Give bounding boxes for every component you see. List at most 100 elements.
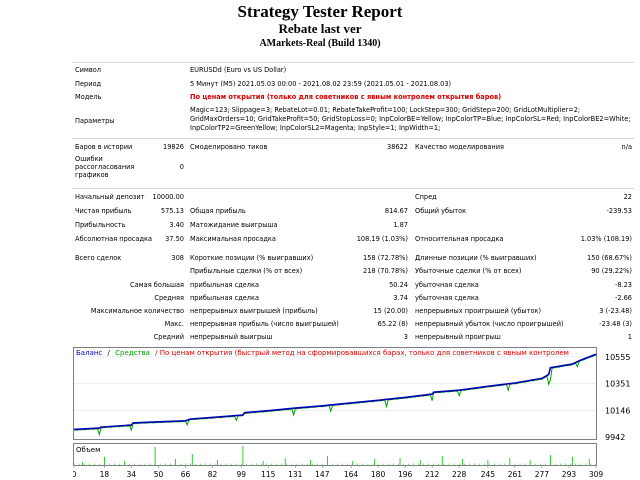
x-tick-label: 99 xyxy=(236,470,246,479)
rel-dd-label: Относительная просадка xyxy=(415,235,504,243)
max-wins-label: непрерывных выигрышей (прибыль) xyxy=(190,307,318,315)
volume-plot-frame xyxy=(73,443,597,466)
total-trades-label: Всего сделок xyxy=(75,254,122,262)
gross-profit-value: 814.67 xyxy=(384,207,408,215)
rel-dd-value: 1.03% (108.19) xyxy=(580,235,632,243)
maxi-loss-label: непрерывный убыток (число проигрышей) xyxy=(415,320,564,328)
maxi-profit-value: 65.22 (8) xyxy=(377,320,408,328)
x-tick-label: 115 xyxy=(261,470,276,479)
legend-note: / По ценам открытия (быстрый метод на сф… xyxy=(155,349,569,357)
params-line-1: Magic=123; Slippage=3; RebateLot=0.01; R… xyxy=(190,106,581,114)
avg-wins-label: непрерывный выигрыш xyxy=(190,333,273,341)
x-tick-label: 245 xyxy=(481,470,496,479)
errors-label-2: рассогласования xyxy=(75,163,135,171)
errors-value: 0 xyxy=(179,163,184,171)
x-tick-label: 309 xyxy=(589,470,604,479)
gross-loss-label: Общий убыток xyxy=(415,207,467,215)
avg-losses-value: 1 xyxy=(627,333,632,341)
errors-label-3: графиков xyxy=(75,171,109,179)
x-tick-label: 131 xyxy=(288,470,303,479)
volume-label: Объем xyxy=(76,446,100,454)
short-value: 158 (72.78%) xyxy=(363,254,408,262)
x-tick-label: 34 xyxy=(127,470,137,479)
y-tick-label: 10146 xyxy=(605,406,630,415)
avg-loss-label: убыточная сделка xyxy=(415,294,479,302)
maxi-loss-value: -23.48 (3) xyxy=(599,320,632,328)
net-profit-value: 575.13 xyxy=(160,207,184,215)
max-losses-label: непрерывных проигрышей (убыток) xyxy=(415,307,542,315)
x-tick-label: 164 xyxy=(344,470,359,479)
model-value: По ценам открытия (только для советников… xyxy=(190,93,502,101)
gross-profit-label: Общая прибыль xyxy=(190,207,246,215)
bars-label: Баров в истории xyxy=(75,143,133,151)
largest-loss-value: -8.23 xyxy=(614,281,632,289)
legend-divider: / xyxy=(108,349,111,357)
model-label: Модель xyxy=(75,93,102,101)
symbol-value: EURUSDd (Euro vs US Dollar) xyxy=(190,66,287,74)
spread-value: 22 xyxy=(623,193,632,201)
y-tick-label: 10555 xyxy=(605,353,630,362)
payoff-value: 1.87 xyxy=(393,221,408,229)
report-subtitle: Rebate last ver xyxy=(278,21,362,36)
ticks-value: 38622 xyxy=(387,143,408,151)
report-build: AMarkets-Real (Build 1340) xyxy=(259,38,381,49)
main-plot-frame xyxy=(73,347,597,440)
gross-loss-value: -239.53 xyxy=(606,207,632,215)
y-tick-label: 10351 xyxy=(605,380,630,389)
profit-factor-label: Прибыльность xyxy=(75,221,126,229)
balance-line xyxy=(73,353,597,431)
max-count-label: Максимальное количество xyxy=(90,307,184,315)
quality-label: Качество моделирования xyxy=(415,143,504,151)
x-tick-label: 82 xyxy=(208,470,218,479)
avg-profit-label: прибыльная сделка xyxy=(190,294,260,302)
payoff-label: Матожидание выигрыша xyxy=(190,221,278,229)
x-tick-label: 228 xyxy=(452,470,467,479)
x-tick-label: 18 xyxy=(100,470,110,479)
avg-losses-label: непрерывный проигрыш xyxy=(415,333,501,341)
row-separator xyxy=(72,188,634,189)
legend-equity: Средства xyxy=(115,349,150,357)
params-line-2: GridMaxOrders=10; GridTakeProfit=50; Gri… xyxy=(190,115,631,123)
avg-consecutive-label: Средний xyxy=(153,333,184,341)
deposit-label: Начальный депозит xyxy=(75,193,145,201)
net-profit-label: Чистая прибыль xyxy=(75,207,132,215)
profit-trades-label: Прибыльные сделки (% от всех) xyxy=(190,267,303,275)
x-tick-label: 277 xyxy=(535,470,550,479)
max-wins-value: 15 (20.00) xyxy=(373,307,408,315)
report-title: Strategy Tester Report xyxy=(237,2,403,21)
avg-wins-value: 3 xyxy=(403,333,408,341)
maxi-profit-label: непрерывная прибыль (число выигрышей) xyxy=(190,320,339,328)
balance-chart: Баланс / Средства / По ценам открытия (б… xyxy=(73,347,630,479)
short-label: Короткие позиции (% выигравших) xyxy=(190,254,314,262)
x-tick-label: 196 xyxy=(398,470,413,479)
long-value: 150 (68.67%) xyxy=(587,254,632,262)
period-label: Период xyxy=(75,80,102,88)
largest-profit-label: прибыльная сделка xyxy=(190,281,260,289)
symbol-label: Символ xyxy=(75,66,101,74)
largest-label: Самая большая xyxy=(130,281,184,289)
total-trades-value: 308 xyxy=(171,254,184,262)
svg-text:Баланс / Средства: Баланс / Средства / По ценам открытия (б… xyxy=(76,349,569,357)
max-dd-label: Максимальная просадка xyxy=(190,235,276,243)
x-tick-label: 212 xyxy=(425,470,440,479)
errors-label-1: Ошибки xyxy=(75,155,103,163)
period-value: 5 Минут (M5) 2021.05.03 00:00 - 2021.08.… xyxy=(190,80,452,88)
x-tick-label: 0 xyxy=(73,470,77,479)
deposit-value: 10000.00 xyxy=(152,193,184,201)
abs-dd-label: Абсолютная просадка xyxy=(75,235,153,243)
params-line-3: InpColorTP2=GreenYellow; InpColorSL2=Mag… xyxy=(190,124,441,132)
loss-trades-value: 90 (29.22%) xyxy=(591,267,632,275)
x-tick-label: 147 xyxy=(315,470,330,479)
loss-trades-label: Убыточные сделки (% от всех) xyxy=(415,267,522,275)
y-tick-label: 9942 xyxy=(605,433,625,442)
abs-dd-value: 37.50 xyxy=(165,235,184,243)
profit-trades-value: 218 (70.78%) xyxy=(363,267,408,275)
largest-profit-value: 50.24 xyxy=(389,281,408,289)
x-tick-label: 293 xyxy=(562,470,577,479)
bars-value: 19826 xyxy=(163,143,184,151)
row-separator xyxy=(72,138,634,139)
params-label: Параметры xyxy=(75,117,115,125)
x-tick-label: 50 xyxy=(154,470,164,479)
x-tick-label: 66 xyxy=(181,470,191,479)
max-dd-value: 108.19 (1.03%) xyxy=(356,235,408,243)
